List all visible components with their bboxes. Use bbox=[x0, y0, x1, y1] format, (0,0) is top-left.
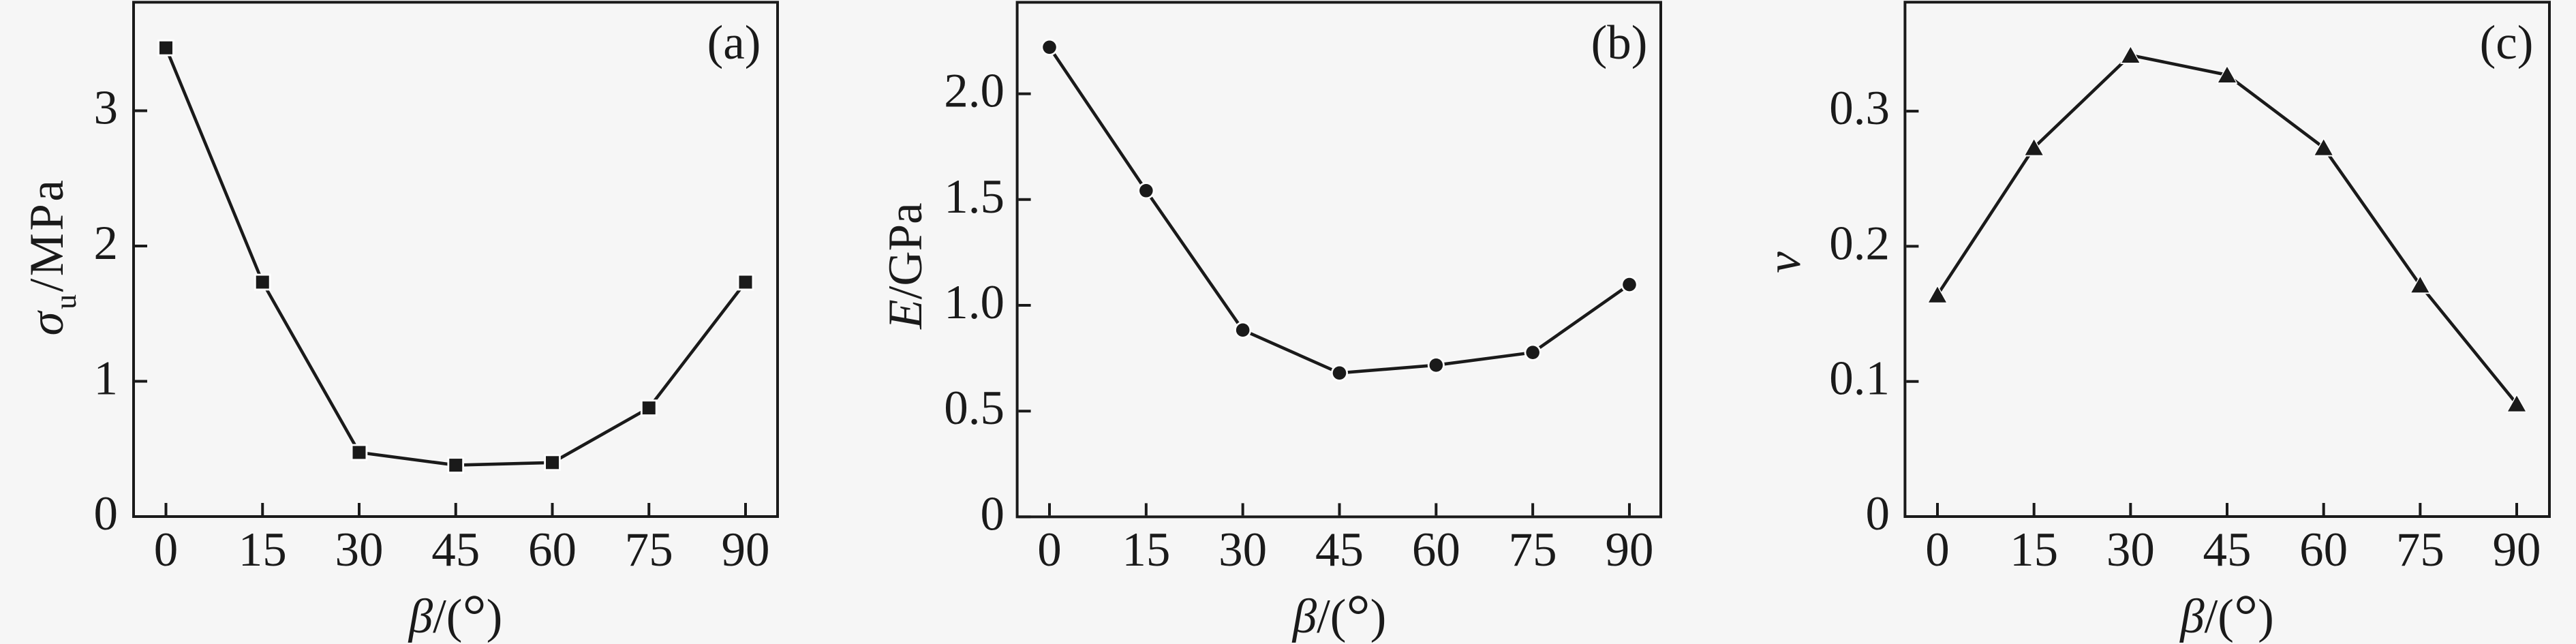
svg-text:(b): (b) bbox=[1591, 16, 1648, 70]
svg-text:1: 1 bbox=[94, 352, 119, 405]
svg-text:45: 45 bbox=[2203, 523, 2252, 577]
svg-text:90: 90 bbox=[722, 523, 770, 577]
svg-text:(a): (a) bbox=[707, 16, 761, 70]
svg-text:30: 30 bbox=[335, 523, 384, 577]
svg-text:β/(°): β/(°) bbox=[1291, 583, 1387, 644]
svg-text:E/GPa: E/GPa bbox=[879, 202, 932, 329]
svg-text:45: 45 bbox=[431, 523, 480, 577]
svg-text:β/(°): β/(°) bbox=[408, 583, 503, 644]
svg-text:60: 60 bbox=[2299, 523, 2348, 577]
svg-text:75: 75 bbox=[625, 523, 673, 577]
svg-text:45: 45 bbox=[1315, 523, 1364, 577]
svg-text:0: 0 bbox=[1037, 523, 1062, 577]
svg-text:60: 60 bbox=[1412, 523, 1460, 577]
svg-text:1.0: 1.0 bbox=[944, 276, 1005, 329]
svg-text:0.5: 0.5 bbox=[944, 382, 1005, 435]
svg-text:15: 15 bbox=[2010, 523, 2058, 577]
svg-text:σu/MPa: σu/MPa bbox=[20, 178, 82, 336]
svg-text:0: 0 bbox=[1925, 523, 1950, 577]
svg-text:0: 0 bbox=[94, 487, 119, 540]
svg-text:75: 75 bbox=[2396, 523, 2444, 577]
svg-text:0: 0 bbox=[981, 487, 1005, 540]
svg-text:15: 15 bbox=[239, 523, 287, 577]
svg-text:0.2: 0.2 bbox=[1829, 217, 1890, 270]
svg-text:(c): (c) bbox=[2480, 16, 2534, 70]
svg-text:ν: ν bbox=[1758, 251, 1811, 273]
svg-text:0.3: 0.3 bbox=[1829, 82, 1890, 135]
svg-text:30: 30 bbox=[1218, 523, 1267, 577]
svg-text:0: 0 bbox=[1866, 487, 1890, 540]
svg-text:60: 60 bbox=[528, 523, 577, 577]
svg-text:30: 30 bbox=[2106, 523, 2155, 577]
svg-text:90: 90 bbox=[2493, 523, 2541, 577]
svg-text:2: 2 bbox=[94, 217, 119, 270]
svg-text:1.5: 1.5 bbox=[944, 170, 1005, 224]
svg-text:0.1: 0.1 bbox=[1829, 352, 1890, 405]
svg-text:2.0: 2.0 bbox=[944, 65, 1005, 118]
svg-text:75: 75 bbox=[1509, 523, 1557, 577]
svg-text:15: 15 bbox=[1122, 523, 1170, 577]
svg-text:90: 90 bbox=[1605, 523, 1653, 577]
svg-text:0: 0 bbox=[154, 523, 179, 577]
svg-text:β/(°): β/(°) bbox=[2179, 583, 2274, 644]
svg-text:3: 3 bbox=[94, 82, 119, 135]
